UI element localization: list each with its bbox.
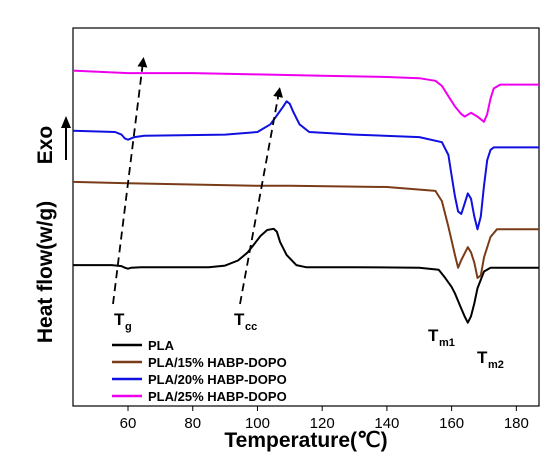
x-tick-label-160: 160	[439, 415, 464, 432]
x-axis-ticks: 60 80 100 120 140 160 180	[120, 406, 529, 432]
annotation-tm2-sub: m2	[488, 359, 504, 371]
series-layer	[72, 69, 539, 324]
series-line-2	[72, 100, 539, 231]
x-tick-label-60: 60	[120, 415, 137, 432]
annotation-tm1: T m1	[428, 326, 455, 349]
annotation-tm1-main: T	[428, 326, 439, 345]
annotation-tg-sub: g	[125, 321, 132, 333]
legend: PLA PLA/15% HABP-DOPO PLA/20% HABP-DOPO PLA…	[112, 338, 287, 404]
annotation-tcc-sub: cc	[245, 321, 257, 333]
tcc-trend-arrow	[239, 87, 284, 305]
legend-label-2: PLA/20% HABP-DOPO	[148, 372, 287, 387]
legend-label-0: PLA	[148, 338, 175, 353]
x-tick-label-140: 140	[374, 415, 399, 432]
series-line-0	[73, 227, 539, 324]
x-tick-label-80: 80	[184, 415, 201, 432]
annotation-tm2-main: T	[477, 348, 488, 367]
y-axis-title: Heat flow(w/g)	[34, 201, 57, 343]
series-line-3	[72, 69, 539, 123]
x-tick-label-100: 100	[245, 415, 270, 432]
exo-label: Exo	[34, 126, 57, 165]
legend-label-1: PLA/15% HABP-DOPO	[148, 355, 287, 370]
annotation-tg: T g	[114, 310, 132, 333]
series-line-1	[72, 180, 539, 279]
x-axis-title: Temperature(℃)	[224, 429, 387, 452]
legend-label-3: PLA/25% HABP-DOPO	[148, 389, 287, 404]
x-tick-label-120: 120	[310, 415, 335, 432]
x-tick-label-180: 180	[504, 415, 529, 432]
annotation-tm2: T m2	[477, 348, 504, 371]
tg-trend-arrow	[112, 57, 148, 305]
plot-frame	[72, 27, 540, 407]
trend-arrows	[112, 57, 284, 305]
annotation-tcc: T cc	[234, 310, 257, 333]
annotation-tcc-main: T	[234, 310, 245, 329]
annotation-tm1-sub: m1	[439, 337, 455, 349]
annotation-tg-main: T	[114, 310, 125, 329]
exo-arrow	[61, 116, 71, 160]
